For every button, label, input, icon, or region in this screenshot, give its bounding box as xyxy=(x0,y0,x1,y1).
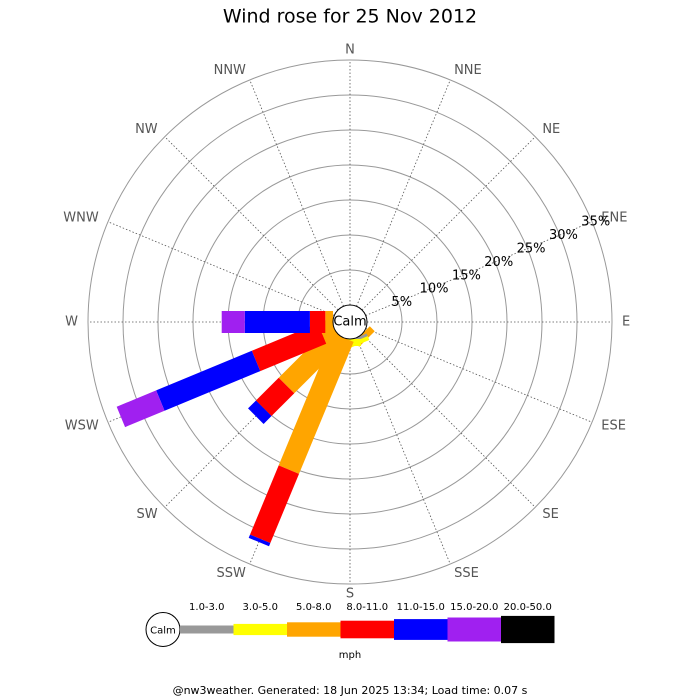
legend-label: 1.0-3.0 xyxy=(189,602,224,613)
legend-swatch xyxy=(501,615,555,644)
legend-label: 15.0-20.0 xyxy=(450,602,498,613)
legend-label: 20.0-50.0 xyxy=(504,602,552,613)
bar-segment xyxy=(248,400,272,424)
ring-label: 10% xyxy=(420,282,449,297)
spoke xyxy=(356,337,451,565)
bar-segment xyxy=(251,323,327,372)
spoke xyxy=(361,136,536,311)
legend-swatch xyxy=(180,625,234,634)
ring-label: 15% xyxy=(452,268,481,283)
direction-label: N xyxy=(345,43,355,58)
spoke xyxy=(164,333,339,508)
ring-label: 30% xyxy=(549,228,578,243)
spoke xyxy=(356,79,451,307)
calm-circle xyxy=(332,304,368,340)
spoke xyxy=(365,221,593,316)
bar-segment xyxy=(325,311,333,333)
bar-segment xyxy=(221,311,245,333)
legend-label: 3.0-5.0 xyxy=(243,602,278,613)
legend-swatch xyxy=(233,623,287,636)
ring-label: 5% xyxy=(391,295,412,310)
direction-label: NE xyxy=(542,122,560,137)
direction-label: ESE xyxy=(601,419,626,434)
legend-swatch xyxy=(287,622,341,637)
bar-segment xyxy=(156,350,261,411)
grid-ring xyxy=(87,59,613,585)
chart-title: Wind rose for 25 Nov 2012 xyxy=(223,6,477,28)
direction-label: WNW xyxy=(63,210,99,225)
ring-label: 25% xyxy=(517,241,546,256)
calm-label: Calm xyxy=(333,315,366,330)
ring-label: 35% xyxy=(581,215,610,230)
spoke xyxy=(107,221,335,316)
direction-label: SE xyxy=(542,507,558,522)
direction-label: NNE xyxy=(454,63,482,78)
legend-label: 8.0-11.0 xyxy=(346,602,388,613)
legend-swatch xyxy=(447,617,501,642)
direction-label: E xyxy=(622,315,630,330)
direction-label: WSW xyxy=(65,419,99,434)
bar-segment xyxy=(309,311,326,333)
direction-label: SW xyxy=(137,507,158,522)
bar-segment xyxy=(278,326,346,394)
bar-segment xyxy=(250,465,300,544)
bar-segment xyxy=(255,377,295,417)
ring-label: 20% xyxy=(484,255,513,270)
legend-label: 11.0-15.0 xyxy=(397,602,445,613)
legend-swatch xyxy=(340,620,394,639)
legend-swatch xyxy=(394,619,448,640)
spoke xyxy=(361,333,536,508)
bar-segment xyxy=(116,390,165,428)
spoke xyxy=(249,79,344,307)
direction-label: NNW xyxy=(214,63,246,78)
direction-label: S xyxy=(346,587,354,602)
direction-label: ENE xyxy=(601,210,627,225)
direction-label: W xyxy=(65,315,78,330)
direction-label: NW xyxy=(135,122,158,137)
legend-label: 5.0-8.0 xyxy=(296,602,331,613)
direction-label: SSE xyxy=(454,566,479,581)
legend-units: mph xyxy=(339,650,361,661)
spoke xyxy=(365,328,593,423)
bar-segment xyxy=(244,311,310,333)
bar-segment xyxy=(278,333,354,474)
bar-segment xyxy=(248,534,271,547)
spoke xyxy=(164,136,339,311)
footer: @nw3weather. Generated: 18 Jun 2025 13:3… xyxy=(173,684,528,697)
direction-label: SSW xyxy=(217,566,247,581)
legend-calm-label: Calm xyxy=(150,626,176,637)
